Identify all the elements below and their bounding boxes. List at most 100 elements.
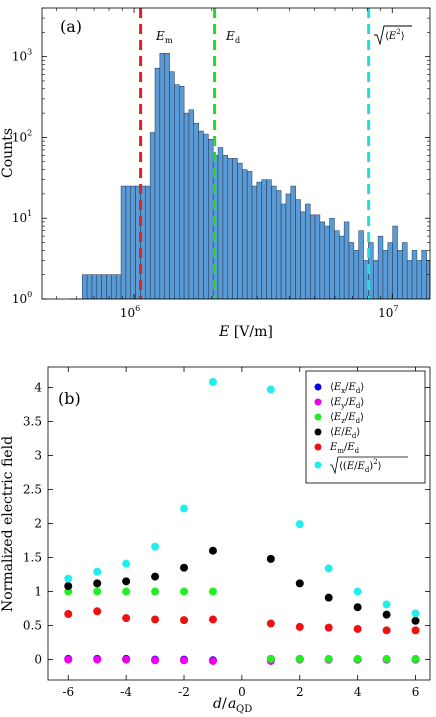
svg-text:⟨(E/Ed)2⟩: ⟨(E/Ed)2⟩ xyxy=(339,458,382,474)
scatter-point xyxy=(382,654,391,663)
histogram-xlabel: E [V/m] xyxy=(218,324,273,340)
scatter-point xyxy=(411,616,420,625)
histogram-bar xyxy=(426,260,431,300)
histogram-bar xyxy=(217,147,224,300)
scatter-point xyxy=(93,655,102,664)
scatter-point xyxy=(353,624,362,633)
scatter-point xyxy=(64,582,73,591)
histogram-bars xyxy=(70,53,431,300)
scatter-xtick-label: -2 xyxy=(178,685,190,699)
scatter-point xyxy=(266,619,275,628)
histogram-bar xyxy=(125,185,132,300)
histogram-ytick-label: 100 xyxy=(12,290,32,306)
scatter-ytick-label: 4 xyxy=(34,380,42,394)
scatter-point xyxy=(64,610,73,618)
histogram-bar xyxy=(237,162,243,300)
scatter-point xyxy=(64,574,73,583)
histogram-bar xyxy=(183,112,190,300)
histogram-bar xyxy=(261,179,267,300)
scatter-xtick-label: 4 xyxy=(354,685,362,699)
legend-marker xyxy=(314,428,322,436)
histogram-bar xyxy=(309,214,316,300)
histogram-bar xyxy=(203,133,209,300)
scatter-point xyxy=(180,656,189,665)
scatter-point xyxy=(324,564,333,573)
scatter-point xyxy=(411,609,420,618)
histogram-bar xyxy=(130,185,136,300)
histogram-axes-box xyxy=(41,7,431,300)
scatter-point xyxy=(382,600,391,609)
histogram-bar xyxy=(149,132,156,300)
histogram-bar xyxy=(280,203,287,300)
scatter-point xyxy=(208,656,217,665)
scatter-ytick-label: 1.5 xyxy=(23,551,42,565)
scatter-point xyxy=(93,587,102,596)
scatter-point xyxy=(411,626,420,635)
scatter-point xyxy=(353,603,362,612)
scatter-point xyxy=(122,655,131,664)
legend-label-ex: ⟨Ex/Ed⟩ xyxy=(330,382,364,395)
histogram-bar xyxy=(115,274,122,300)
svg-text:⟨Ez/Ed⟩: ⟨Ez/Ed⟩ xyxy=(330,412,364,425)
scatter-point xyxy=(180,563,189,572)
scatter-point xyxy=(208,587,217,596)
histogram-panel-label: (a) xyxy=(60,17,82,36)
scatter-xlabel: d / a QD xyxy=(213,696,252,715)
histogram-bar xyxy=(227,158,233,300)
histogram-bar xyxy=(402,242,408,300)
scatter-point xyxy=(93,567,102,576)
scatter-point xyxy=(266,554,275,563)
histogram-bar xyxy=(329,217,335,300)
histogram-bar xyxy=(305,203,311,300)
svg-text:QD: QD xyxy=(236,704,252,715)
scatter-point xyxy=(295,654,304,663)
histogram-xtick-label: 107 xyxy=(378,304,398,320)
scatter-xtick-label: 2 xyxy=(296,685,304,699)
scatter-point xyxy=(208,377,217,386)
histogram-ytick-label: 101 xyxy=(12,209,32,225)
scatter-point xyxy=(382,626,391,635)
scatter-point xyxy=(180,587,189,596)
scatter-point xyxy=(382,610,391,619)
histogram-bar xyxy=(416,260,423,300)
histogram-bar xyxy=(101,274,107,300)
histogram-bar xyxy=(251,185,258,300)
histogram-bar xyxy=(120,185,127,300)
svg-text:⟨E2⟩: ⟨E2⟩ xyxy=(385,28,405,42)
histogram-bar xyxy=(406,260,413,300)
legend: ⟨Ex/Ed⟩ ⟨Ey/Ed⟩ ⟨Ez/Ed⟩ ⟨E/Ed⟩ Em/Ed ⟨(E… xyxy=(305,370,426,484)
scatter-point xyxy=(295,520,304,529)
scatter-point xyxy=(122,559,131,568)
scatter-ylabel: Normalized electric field xyxy=(0,436,16,612)
histogram-bar xyxy=(106,274,112,300)
legend-label-ey: ⟨Ey/Ed⟩ xyxy=(330,397,364,410)
histogram-bar xyxy=(169,71,175,300)
histogram-bar xyxy=(392,225,398,300)
scatter-ticks: -6 -4 -2 0 2 4 6 0 0.5 1 1.5 2 2.5 3 3.5 4 xyxy=(23,367,430,699)
histogram-xtick-label: 106 xyxy=(120,304,140,320)
histogram-bar xyxy=(285,193,292,300)
scatter-point xyxy=(295,622,304,631)
histogram-bar xyxy=(242,169,248,300)
histogram-bar xyxy=(343,221,350,300)
histogram-bar xyxy=(188,109,195,300)
svg-text:d: d xyxy=(213,696,222,712)
histogram-bar xyxy=(246,171,253,300)
scatter-point xyxy=(324,654,333,663)
histogram-bar xyxy=(373,260,379,300)
legend-label-em: Em/Ed xyxy=(329,442,360,455)
histogram-bar xyxy=(145,185,151,300)
scatter-ytick-label: 0.5 xyxy=(23,619,42,633)
scatter-point xyxy=(151,587,160,596)
histogram-bar xyxy=(179,86,185,300)
scatter-point xyxy=(122,577,131,586)
svg-text:E: E xyxy=(155,29,165,43)
histogram-bar xyxy=(91,274,98,300)
histogram-bar xyxy=(411,250,418,300)
scatter-point xyxy=(208,546,217,555)
histogram-bar xyxy=(348,242,355,300)
histogram-bar xyxy=(208,138,214,300)
histogram-bar xyxy=(339,235,345,300)
